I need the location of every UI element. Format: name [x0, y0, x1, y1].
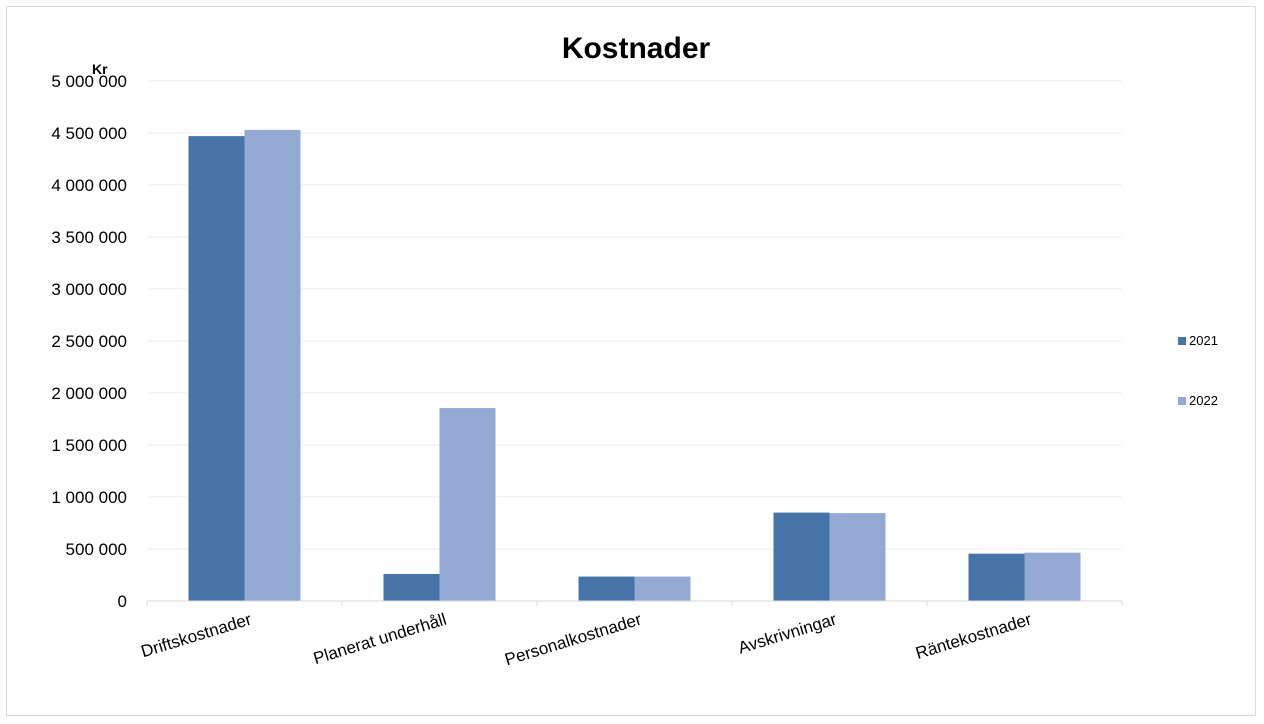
y-tick-label: 5 000 000: [51, 72, 127, 91]
bar-2021: [578, 576, 635, 601]
bar-2022: [829, 513, 886, 601]
y-tick-label: 4 000 000: [51, 176, 127, 195]
y-tick-label: 4 500 000: [51, 124, 127, 143]
y-tick-label: 2 000 000: [51, 384, 127, 403]
bar-2022: [634, 576, 691, 601]
x-category-label: Driftskostnader: [139, 610, 254, 662]
legend-label: 2021: [1189, 333, 1218, 348]
x-axis: [146, 600, 1123, 606]
bars: [188, 129, 1081, 601]
bar-2021: [383, 573, 440, 601]
category-labels: Driftskostnader Planerat underhåll Persona…: [139, 610, 1034, 670]
y-tick-label: 1 000 000: [51, 488, 127, 507]
bar-2021: [968, 553, 1025, 601]
y-tick-label: 3 000 000: [51, 280, 127, 299]
gridlines: [147, 80, 1122, 550]
y-tick-label: 0: [118, 592, 127, 611]
bar-2021: [188, 136, 245, 601]
bar-2022: [244, 129, 301, 601]
y-tick-label: 3 500 000: [51, 228, 127, 247]
legend-swatch: [1178, 397, 1186, 405]
bar-2021: [773, 512, 830, 601]
y-tick-label: 500 000: [66, 540, 127, 559]
y-tick-label: 2 500 000: [51, 332, 127, 351]
bar-2022: [1024, 552, 1081, 601]
bar-2022: [439, 408, 496, 601]
x-category-label: Räntekostnader: [913, 610, 1034, 663]
x-category-label: Personalkostnader: [503, 610, 644, 670]
y-tick-label: 1 500 000: [51, 436, 127, 455]
chart-title: Kostnader: [562, 32, 711, 65]
legend: 2021 2022: [1178, 333, 1218, 408]
legend-swatch: [1178, 337, 1186, 345]
y-axis-label: Kr: [92, 61, 108, 77]
legend-label: 2022: [1189, 393, 1218, 408]
x-category-label: Avskrivningar: [736, 610, 839, 658]
y-axis-ticks: 0 500 000 1 000 000 1 500 000 2 000 000 2 500…: [51, 72, 127, 611]
x-category-label: Planerat underhåll: [311, 610, 449, 669]
